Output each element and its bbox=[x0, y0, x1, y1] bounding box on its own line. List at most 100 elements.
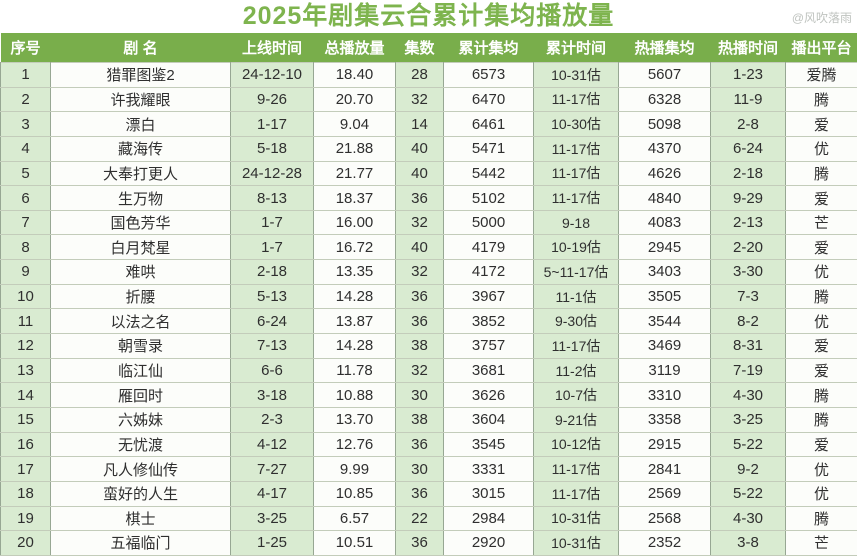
cell-cumulative-average: 2984 bbox=[443, 505, 534, 532]
cell-episode-count: 32 bbox=[395, 357, 444, 384]
column-header-rank: 序号 bbox=[0, 33, 51, 63]
cell-cumulative-average: 3331 bbox=[443, 456, 534, 482]
table-header-row: 序号剧 名上线时间 总播放量 集数 累计集均 累计时间 热播集均 热播时间 播出平台 bbox=[0, 33, 857, 63]
cell-rank: 13 bbox=[0, 357, 51, 384]
cell-cumulative-average: 6470 bbox=[443, 86, 534, 113]
cell-drama-title: 六姊妹 bbox=[50, 406, 231, 433]
cell-platform: 爱 bbox=[785, 431, 857, 458]
table-row: 16 无忧渡 4-12 12.76 36 3545 10-12估 2915 5-22 爱 bbox=[0, 431, 857, 458]
table-row: 19 棋士 3-25 6.57 22 2984 10-31估 2568 4-30 腾 bbox=[0, 505, 857, 532]
cell-premiere-date: 5-13 bbox=[230, 283, 314, 310]
table-row: 4 藏海传 5-18 21.88 40 5471 11-17估 4370 6-24 优 bbox=[0, 135, 857, 162]
cell-platform: 芒 bbox=[785, 530, 857, 556]
cell-episode-count: 40 bbox=[395, 160, 444, 187]
cell-platform: 优 bbox=[785, 480, 857, 507]
cell-cumulative-date: 10-7估 bbox=[533, 382, 619, 408]
cell-hot-average: 5607 bbox=[618, 62, 711, 88]
table-row: 12 朝雪录 7-13 14.28 38 3757 11-17估 3469 8-31 爱 bbox=[0, 333, 857, 359]
cell-episode-count: 36 bbox=[395, 308, 444, 335]
cell-hot-average: 6328 bbox=[618, 86, 711, 113]
column-header-total-views: 总播放量 bbox=[313, 33, 396, 63]
cell-episode-count: 32 bbox=[395, 209, 444, 236]
cell-episode-count: 40 bbox=[395, 135, 444, 162]
cell-hot-average: 3403 bbox=[618, 259, 711, 285]
drama-ranking-table: 序号剧 名上线时间 总播放量 集数 累计集均 累计时间 热播集均 热播时间 播出平台 1 猎罪图… bbox=[0, 33, 857, 556]
table-row: 15 六姊妹 2-3 13.70 38 3604 9-21估 3358 3-25 腾 bbox=[0, 406, 857, 433]
cell-rank: 12 bbox=[0, 333, 51, 359]
cell-cumulative-date: 11-17估 bbox=[533, 480, 619, 507]
cell-drama-title: 蛮好的人生 bbox=[50, 480, 231, 507]
cell-premiere-date: 3-18 bbox=[230, 382, 314, 408]
cell-platform: 芒 bbox=[785, 209, 857, 236]
cell-hot-average: 4083 bbox=[618, 209, 711, 236]
cell-platform: 优 bbox=[785, 308, 857, 335]
cell-rank: 8 bbox=[0, 234, 51, 261]
cell-rank: 6 bbox=[0, 185, 51, 211]
table-row: 8 白月梵星 1-7 16.72 40 4179 10-19估 2945 2-20 爱 bbox=[0, 234, 857, 261]
cell-rank: 14 bbox=[0, 382, 51, 408]
table-row: 11 以法之名 6-24 13.87 36 3852 9-30估 3544 8-2 优 bbox=[0, 308, 857, 335]
cell-cumulative-average: 6573 bbox=[443, 62, 534, 88]
cell-premiere-date: 7-13 bbox=[230, 333, 314, 359]
cell-total-views: 21.88 bbox=[313, 135, 396, 162]
cell-platform: 爱 bbox=[785, 333, 857, 359]
cell-drama-title: 无忧渡 bbox=[50, 431, 231, 458]
cell-premiere-date: 24-12-10 bbox=[230, 62, 314, 88]
cell-total-views: 14.28 bbox=[313, 333, 396, 359]
cell-hot-average: 3544 bbox=[618, 308, 711, 335]
column-header-platform: 播出平台 bbox=[785, 33, 857, 63]
cell-drama-title: 棋士 bbox=[50, 505, 231, 532]
cell-premiere-date: 8-13 bbox=[230, 185, 314, 211]
cell-episode-count: 28 bbox=[395, 62, 444, 88]
cell-total-views: 13.35 bbox=[313, 259, 396, 285]
column-header-episode-count: 集数 bbox=[395, 33, 444, 63]
cell-cumulative-date: 10-19估 bbox=[533, 234, 619, 261]
column-header-premiere-date: 上线时间 bbox=[230, 33, 314, 63]
cell-premiere-date: 1-7 bbox=[230, 209, 314, 236]
cell-cumulative-average: 3604 bbox=[443, 406, 534, 433]
cell-cumulative-average: 3967 bbox=[443, 283, 534, 310]
cell-hot-average: 3469 bbox=[618, 333, 711, 359]
cell-rank: 9 bbox=[0, 259, 51, 285]
cell-hot-date: 7-19 bbox=[710, 357, 786, 384]
cell-hot-average: 2945 bbox=[618, 234, 711, 261]
cell-rank: 7 bbox=[0, 209, 51, 236]
cell-total-views: 13.70 bbox=[313, 406, 396, 433]
cell-premiere-date: 1-7 bbox=[230, 234, 314, 261]
column-header-drama-title: 剧 名 bbox=[50, 33, 231, 63]
table-row: 13 临江仙 6-6 11.78 32 3681 11-2估 3119 7-19 爱 bbox=[0, 357, 857, 384]
watermark: @风吹落雨 bbox=[791, 11, 852, 25]
cell-drama-title: 雁回时 bbox=[50, 382, 231, 408]
cell-rank: 17 bbox=[0, 456, 51, 482]
cell-platform: 爱 bbox=[785, 111, 857, 137]
cell-rank: 15 bbox=[0, 406, 51, 433]
cell-hot-average: 4840 bbox=[618, 185, 711, 211]
table-row: 1 猎罪图鉴2 24-12-10 18.40 28 6573 10-31估 5607 1-23 爱… bbox=[0, 62, 857, 88]
cell-total-views: 16.00 bbox=[313, 209, 396, 236]
cell-hot-average: 3119 bbox=[618, 357, 711, 384]
cell-cumulative-average: 3852 bbox=[443, 308, 534, 335]
cell-platform: 腾 bbox=[785, 160, 857, 187]
cell-hot-average: 3358 bbox=[618, 406, 711, 433]
cell-total-views: 9.99 bbox=[313, 456, 396, 482]
cell-rank: 4 bbox=[0, 135, 51, 162]
cell-hot-date: 11-9 bbox=[710, 86, 786, 113]
cell-hot-average: 3310 bbox=[618, 382, 711, 408]
cell-platform: 腾 bbox=[785, 86, 857, 113]
table-row: 10 折腰 5-13 14.28 36 3967 11-1估 3505 7-3 腾 bbox=[0, 283, 857, 310]
cell-hot-average: 4370 bbox=[618, 135, 711, 162]
cell-drama-title: 凡人修仙传 bbox=[50, 456, 231, 482]
cell-cumulative-date: 10-12估 bbox=[533, 431, 619, 458]
cell-cumulative-average: 5442 bbox=[443, 160, 534, 187]
cell-hot-date: 2-13 bbox=[710, 209, 786, 236]
cell-drama-title: 临江仙 bbox=[50, 357, 231, 384]
cell-platform: 爱 bbox=[785, 234, 857, 261]
table-row: 2 许我耀眼 9-26 20.70 32 6470 11-17估 6328 11-9 腾 bbox=[0, 86, 857, 113]
cell-hot-date: 9-2 bbox=[710, 456, 786, 482]
cell-rank: 16 bbox=[0, 431, 51, 458]
cell-hot-date: 3-25 bbox=[710, 406, 786, 433]
table-row: 7 国色芳华 1-7 16.00 32 5000 9-18 4083 2-13 芒 bbox=[0, 209, 857, 236]
cell-hot-date: 3-30 bbox=[710, 259, 786, 285]
cell-cumulative-date: 11-17估 bbox=[533, 86, 619, 113]
cell-cumulative-average: 3545 bbox=[443, 431, 534, 458]
